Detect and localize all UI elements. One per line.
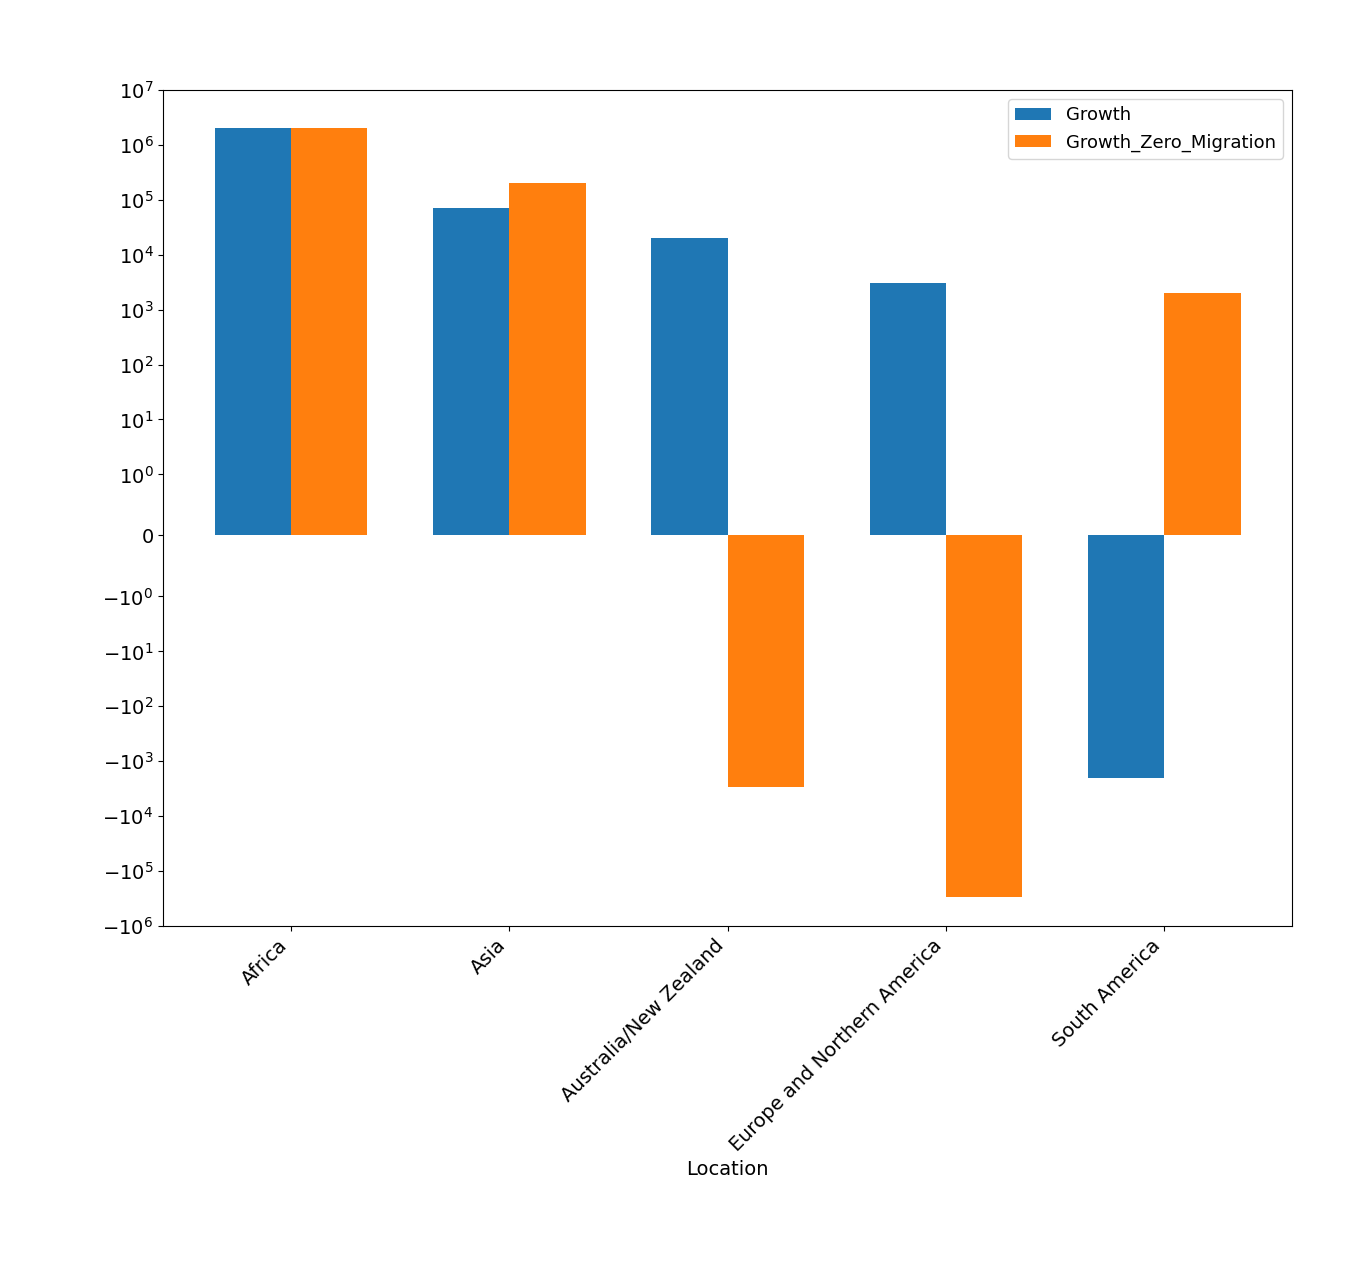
Bar xyxy=(651,238,728,535)
Bar xyxy=(432,208,509,535)
Bar xyxy=(1164,293,1240,535)
Bar xyxy=(291,129,367,535)
Bar xyxy=(509,184,586,535)
Legend: Growth, Growth_Zero_Migration: Growth, Growth_Zero_Migration xyxy=(1008,99,1282,158)
X-axis label: Location: Location xyxy=(687,1160,768,1179)
Bar xyxy=(947,535,1023,898)
Bar xyxy=(215,129,291,535)
Bar xyxy=(1088,535,1164,778)
Bar xyxy=(869,283,947,535)
Bar xyxy=(728,535,804,787)
